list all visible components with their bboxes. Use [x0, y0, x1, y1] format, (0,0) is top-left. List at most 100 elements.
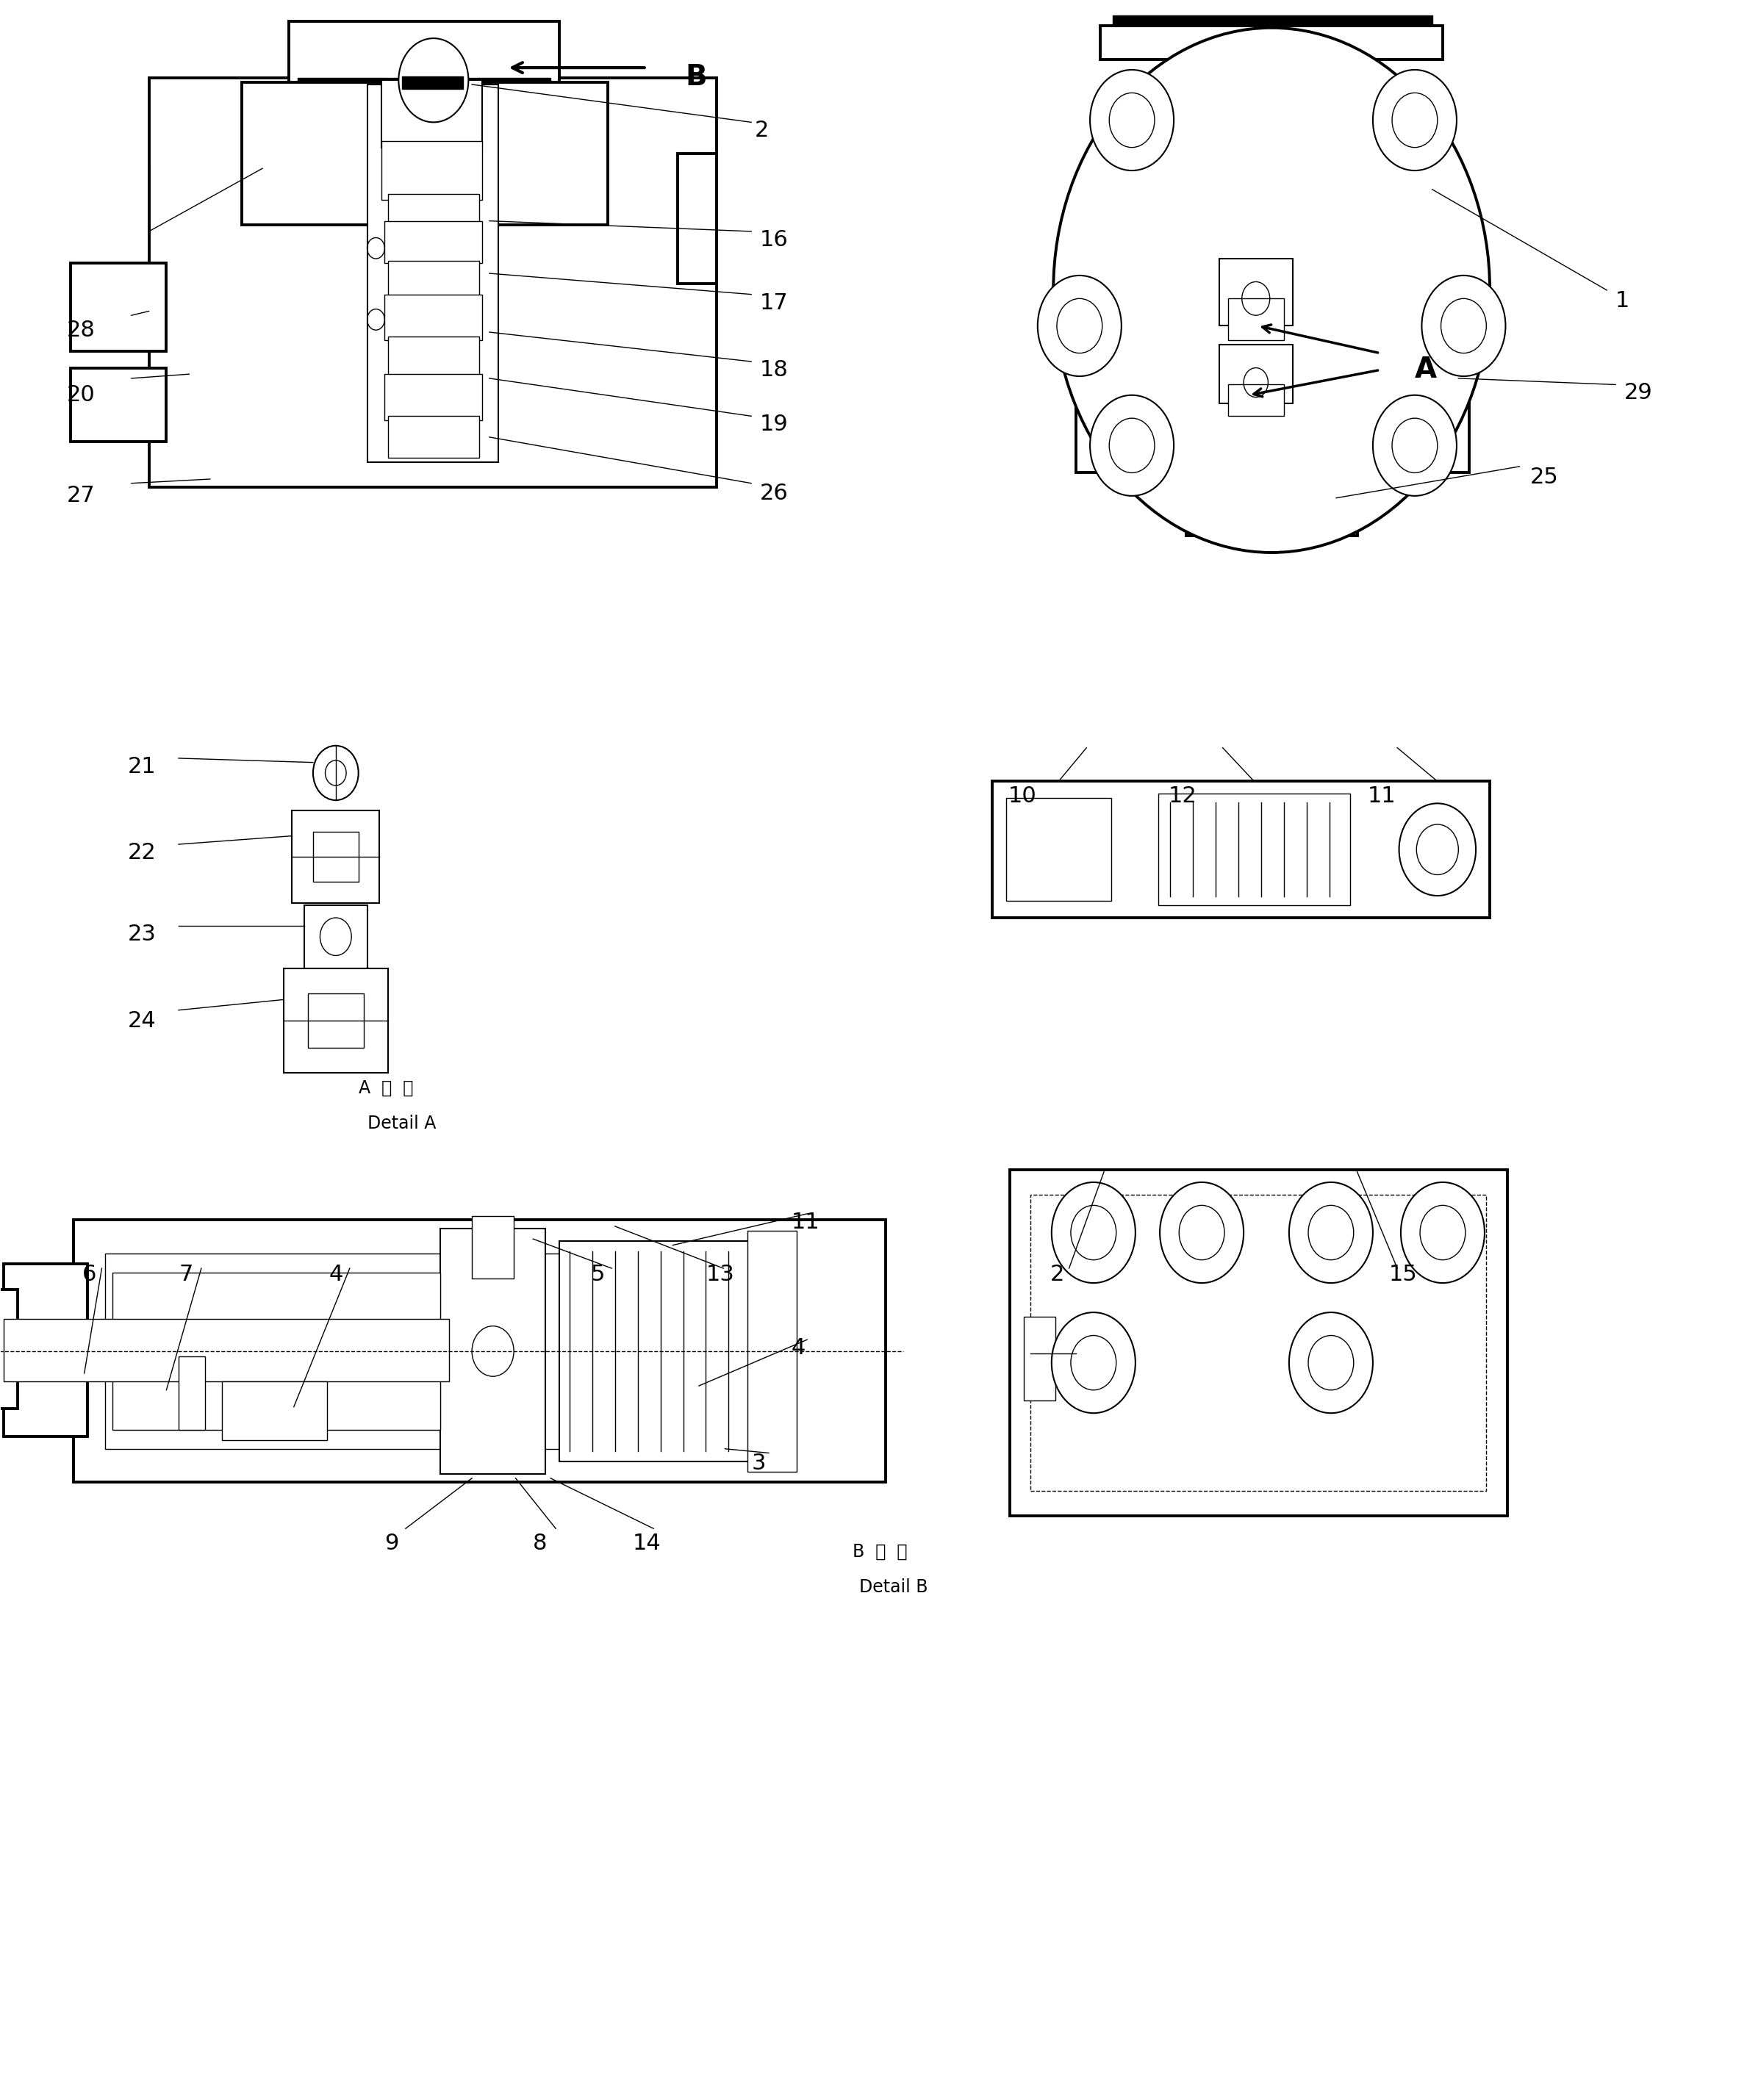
- Text: 9: 9: [384, 1533, 398, 1554]
- Text: 18: 18: [760, 359, 788, 380]
- Text: 7: 7: [178, 1264, 192, 1285]
- Text: B: B: [685, 63, 708, 90]
- Circle shape: [1373, 395, 1457, 496]
- Bar: [367, 84, 498, 462]
- Text: 11: 11: [791, 1212, 819, 1233]
- Text: 14: 14: [632, 1533, 660, 1554]
- Circle shape: [1309, 1205, 1354, 1260]
- Text: Detail A: Detail A: [367, 1115, 435, 1132]
- Bar: [283, 968, 388, 1073]
- Text: 11: 11: [1368, 785, 1396, 806]
- Circle shape: [1090, 395, 1174, 496]
- Bar: [384, 220, 482, 262]
- Bar: [148, 78, 716, 487]
- Circle shape: [1179, 1205, 1225, 1260]
- Bar: [105, 1254, 767, 1449]
- Bar: [1076, 200, 1469, 472]
- Circle shape: [1441, 298, 1487, 353]
- Bar: [1158, 794, 1350, 905]
- Circle shape: [1053, 27, 1490, 552]
- Text: 21: 21: [128, 756, 157, 777]
- Text: 4: 4: [328, 1264, 342, 1285]
- Bar: [388, 260, 479, 298]
- Text: 25: 25: [1530, 466, 1558, 487]
- Bar: [1113, 15, 1433, 32]
- Text: 15: 15: [1389, 1264, 1417, 1285]
- Text: 19: 19: [760, 414, 788, 435]
- Circle shape: [320, 918, 351, 955]
- Bar: [1031, 1195, 1487, 1491]
- Text: 16: 16: [760, 229, 788, 250]
- Bar: [1010, 1170, 1508, 1516]
- Bar: [288, 21, 559, 84]
- Text: 1: 1: [1616, 290, 1630, 311]
- Text: 2: 2: [755, 120, 769, 141]
- Text: 29: 29: [1625, 382, 1653, 403]
- Text: 4: 4: [791, 1338, 805, 1359]
- Bar: [388, 336, 479, 378]
- Text: 2: 2: [1050, 1264, 1064, 1285]
- Circle shape: [1392, 92, 1438, 147]
- Bar: [678, 153, 716, 284]
- Bar: [381, 141, 482, 200]
- Bar: [1219, 258, 1293, 326]
- Text: 12: 12: [1169, 785, 1197, 806]
- Bar: [472, 1216, 514, 1279]
- Circle shape: [1160, 1182, 1244, 1283]
- Bar: [1165, 466, 1378, 504]
- Text: 3: 3: [751, 1453, 765, 1474]
- Circle shape: [1399, 804, 1476, 897]
- Circle shape: [1071, 1205, 1116, 1260]
- Bar: [307, 993, 363, 1048]
- Bar: [73, 1220, 886, 1483]
- Circle shape: [472, 1325, 514, 1376]
- Circle shape: [325, 760, 346, 785]
- Bar: [313, 832, 358, 882]
- Text: 27: 27: [66, 485, 96, 506]
- Bar: [1219, 344, 1293, 403]
- Bar: [0, 1289, 17, 1409]
- Text: 22: 22: [128, 842, 157, 863]
- Text: 17: 17: [760, 292, 788, 313]
- Text: 8: 8: [533, 1533, 547, 1554]
- Text: B  詳  細: B 詳 細: [853, 1544, 907, 1560]
- Bar: [402, 76, 463, 88]
- Text: 20: 20: [66, 384, 96, 405]
- Circle shape: [1417, 825, 1459, 876]
- Text: 13: 13: [706, 1264, 734, 1285]
- Circle shape: [398, 38, 468, 122]
- Bar: [222, 1382, 327, 1441]
- Circle shape: [1109, 92, 1155, 147]
- Text: 24: 24: [128, 1010, 157, 1031]
- Bar: [3, 1264, 87, 1436]
- Bar: [70, 262, 166, 351]
- Text: A  詳  細: A 詳 細: [358, 1079, 412, 1096]
- Circle shape: [1420, 1205, 1466, 1260]
- Circle shape: [1052, 1312, 1136, 1413]
- Circle shape: [1090, 69, 1174, 170]
- Bar: [1024, 1317, 1055, 1401]
- Bar: [559, 1241, 783, 1462]
- Circle shape: [1052, 1182, 1136, 1283]
- Bar: [440, 1228, 545, 1474]
- Text: A: A: [1415, 357, 1436, 384]
- Bar: [292, 811, 379, 903]
- Circle shape: [313, 745, 358, 800]
- Bar: [304, 905, 367, 968]
- Bar: [384, 374, 482, 420]
- Bar: [3, 1319, 449, 1382]
- Circle shape: [1289, 1312, 1373, 1413]
- Bar: [1228, 298, 1284, 340]
- Bar: [297, 78, 550, 94]
- Circle shape: [1038, 275, 1122, 376]
- Bar: [388, 193, 479, 227]
- Text: 23: 23: [128, 924, 157, 945]
- Bar: [1006, 798, 1111, 901]
- Bar: [70, 368, 166, 441]
- Text: 6: 6: [82, 1264, 96, 1285]
- Circle shape: [1071, 1336, 1116, 1390]
- Circle shape: [1422, 275, 1506, 376]
- Text: 5: 5: [590, 1264, 604, 1285]
- Bar: [381, 80, 482, 147]
- Bar: [1101, 25, 1443, 59]
